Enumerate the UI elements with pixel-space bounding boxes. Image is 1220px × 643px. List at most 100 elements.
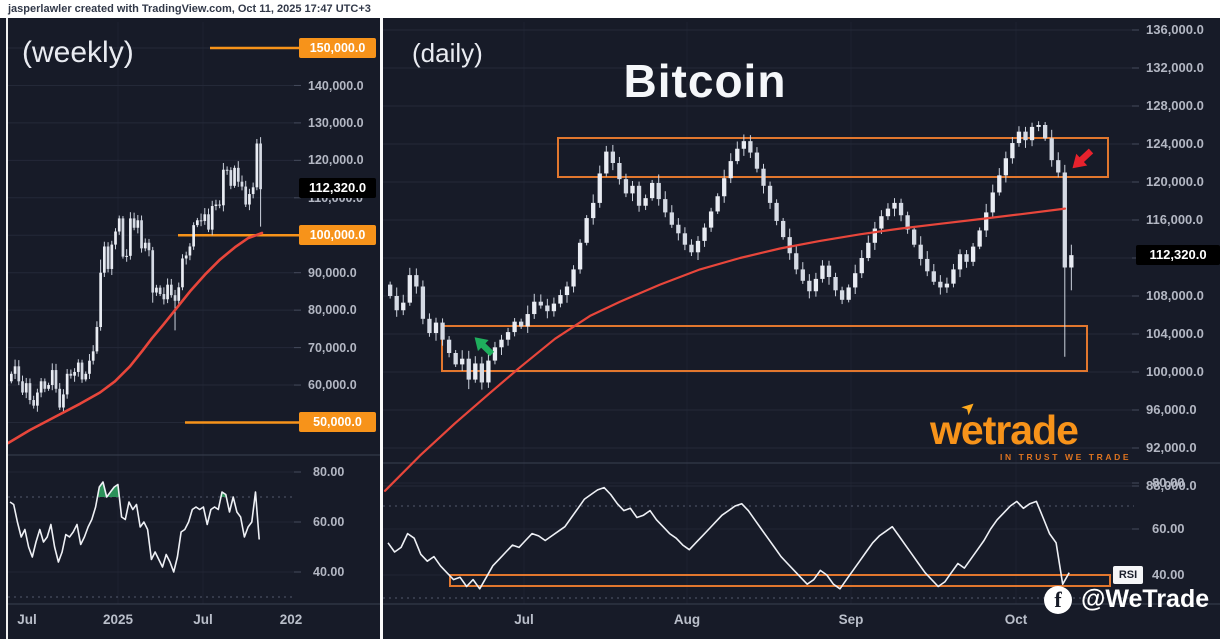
candle-body <box>1036 125 1041 127</box>
rsi-line[interactable] <box>9 481 260 573</box>
candle-body <box>1056 160 1061 173</box>
candle-body <box>188 246 192 256</box>
candle-body <box>473 363 478 380</box>
candle-body <box>210 206 214 230</box>
candle-body <box>499 339 504 348</box>
candle-body <box>259 143 262 190</box>
candle-body <box>630 185 635 194</box>
candle-body <box>1010 143 1015 159</box>
price-alert-badge[interactable]: 100,000.0 <box>299 225 376 245</box>
weekly-chart[interactable] <box>0 0 383 643</box>
candle-body <box>558 295 563 304</box>
candle-body <box>1029 126 1035 141</box>
candle-body <box>214 204 218 207</box>
candle-body <box>761 168 766 186</box>
candle-body <box>820 265 825 279</box>
candle-body <box>826 265 832 277</box>
candle-body <box>715 196 720 212</box>
green-up-arrow[interactable] <box>469 332 497 360</box>
daily-pane-label: (daily) <box>412 38 483 68</box>
candle-body <box>394 296 399 311</box>
candle-body <box>80 362 84 380</box>
price-alert-badge[interactable]: 50,000.0 <box>299 412 376 432</box>
candle-body <box>248 194 251 205</box>
support-zone-box[interactable] <box>441 325 1088 372</box>
candle-body <box>460 358 465 365</box>
candle-body <box>984 212 989 231</box>
candle-body <box>519 321 524 327</box>
candle-body <box>143 242 147 249</box>
candle-body <box>964 254 969 262</box>
chart-bottom-border <box>0 639 1220 643</box>
candle-body <box>970 246 976 262</box>
candle-body <box>39 381 43 393</box>
candle-body <box>13 366 17 374</box>
candle-body <box>155 287 158 293</box>
rsi-line[interactable] <box>387 486 1070 590</box>
current-price-badge: 112,320.0 <box>299 178 376 198</box>
candle-body <box>129 218 132 256</box>
candle-body <box>898 202 904 216</box>
moving-average-line[interactable] <box>6 231 264 445</box>
wetrade-tagline: IN TRUST WE TRADE <box>1000 452 1132 462</box>
candle-body <box>99 272 102 328</box>
candle-body <box>440 322 445 340</box>
candle-body <box>682 233 688 245</box>
candle-body <box>36 392 39 406</box>
candle-body <box>58 388 62 408</box>
candle-body <box>951 269 956 284</box>
candle-body <box>50 370 54 386</box>
candle-body <box>184 255 188 259</box>
red-down-arrow[interactable] <box>1067 145 1096 174</box>
candle-body <box>938 281 943 288</box>
candle-body <box>173 295 177 301</box>
candle-body <box>708 211 714 228</box>
candle-body <box>121 218 125 257</box>
daily-chart[interactable] <box>383 0 1220 643</box>
moving-average-line[interactable] <box>383 207 1067 492</box>
candle-body <box>199 220 203 222</box>
candle-body <box>538 301 543 306</box>
price-alert-badge[interactable]: 150,000.0 <box>299 38 376 58</box>
candle-body <box>918 244 923 259</box>
candle-body <box>577 242 583 270</box>
resistance-zone-box[interactable] <box>557 137 1109 178</box>
candle-body <box>676 224 681 234</box>
candle-body <box>794 253 799 270</box>
rsi-oversold-box[interactable] <box>449 574 1111 587</box>
candle-body <box>103 246 106 273</box>
candle-body <box>885 208 891 217</box>
candle-body <box>1003 158 1008 176</box>
candle-body <box>486 360 491 383</box>
candle-body <box>669 212 674 225</box>
candle-body <box>774 202 779 221</box>
candle-body <box>604 151 609 174</box>
candle-body <box>433 322 439 334</box>
candle-body <box>192 225 195 247</box>
candle-body <box>21 381 24 393</box>
candle-body <box>1016 131 1022 144</box>
candle-body <box>132 218 136 228</box>
candle-body <box>997 175 1002 193</box>
candle-body <box>912 229 917 245</box>
candle-body <box>807 280 812 292</box>
candle-body <box>728 161 733 179</box>
candle-body <box>689 244 694 253</box>
candle-body <box>136 220 140 228</box>
candle-body <box>551 303 557 312</box>
candle-body <box>225 169 229 171</box>
candle-body <box>236 167 240 182</box>
candle-body <box>1023 131 1028 141</box>
candle-body <box>532 301 537 315</box>
candle-body <box>735 148 740 162</box>
candle-body <box>839 290 845 300</box>
candle-body <box>525 314 530 327</box>
candle-body <box>162 294 166 300</box>
candle-body <box>990 192 995 213</box>
candle-body <box>62 394 65 408</box>
panel-divider[interactable] <box>380 18 383 643</box>
candle-body <box>813 278 819 292</box>
candle-body <box>125 255 129 257</box>
candle-body <box>151 250 155 293</box>
candle-body <box>702 227 707 241</box>
